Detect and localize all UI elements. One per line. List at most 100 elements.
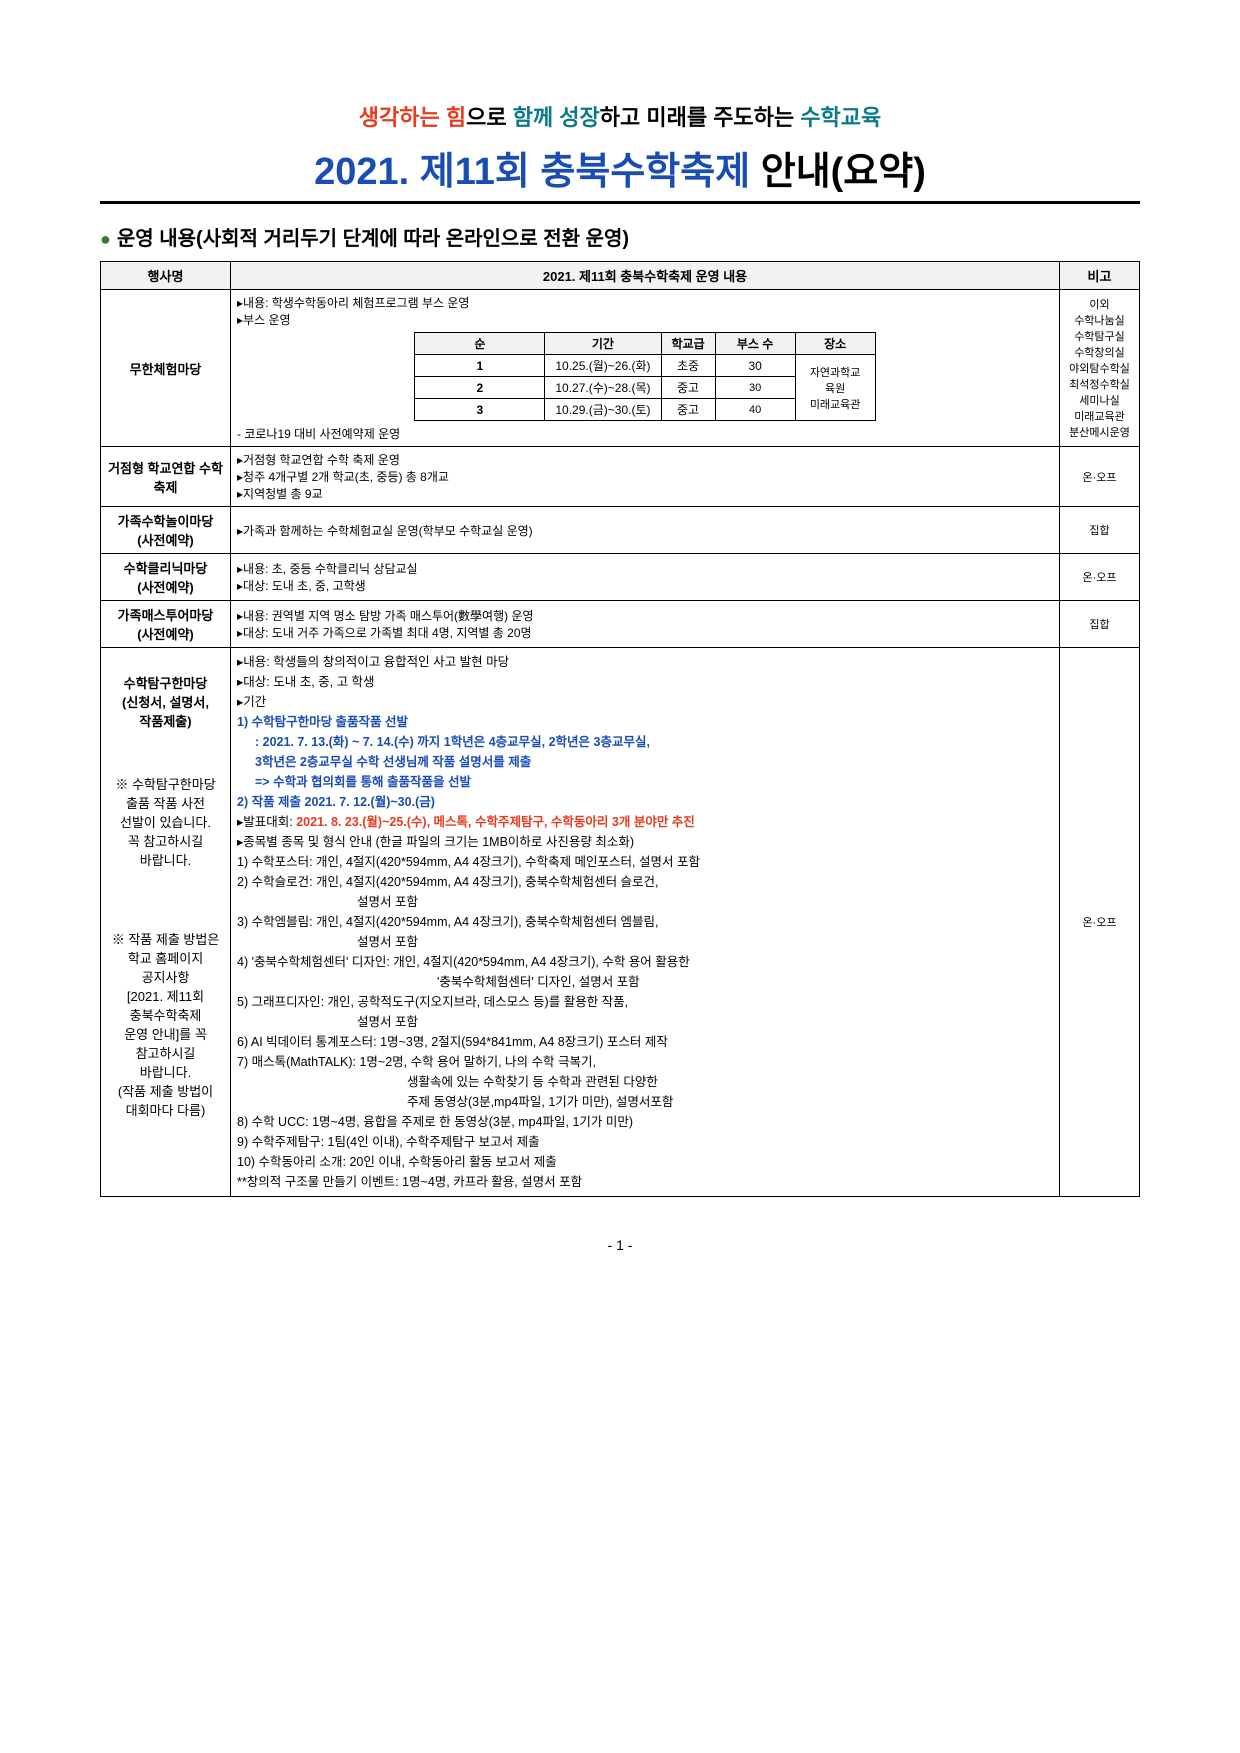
- row-content: ▸거점형 학교연합 수학 축제 운영 ▸청주 4개구별 2개 학교(초, 중등)…: [231, 447, 1060, 507]
- r6-l4: 1) 수학탐구한마당 출품작품 선발: [237, 712, 1053, 732]
- r1-l1: ▸내용: 학생수학동아리 체험프로그램 부스 운영: [237, 294, 1053, 311]
- r6-i7b: 생활속에 있는 수학찾기 등 수학과 관련된 다양한: [237, 1072, 1053, 1092]
- row-name: 수학탐구한마당 (신청서, 설명서, 작품제출) ※ 수학탐구한마당 출품 작품…: [101, 648, 231, 1197]
- header-tagline: 생각하는 힘으로 함께 성장하고 미래를 주도하는 수학교육: [100, 100, 1140, 132]
- ir0-c3: 초중: [661, 355, 715, 377]
- r6-l6: 3학년은 2층교무실 수학 선생님께 작품 설명서를 제출: [237, 752, 1053, 772]
- ir0-c2: 10.25.(월)~26.(화): [545, 355, 661, 377]
- r6-l3: ▸기간: [237, 692, 1053, 712]
- r6-l2: ▸대상: 도내 초, 중, 고 학생: [237, 672, 1053, 692]
- row-note: 온·오프: [1060, 648, 1140, 1197]
- table-row: 거점형 학교연합 수학축제 ▸거점형 학교연합 수학 축제 운영 ▸청주 4개구…: [101, 447, 1140, 507]
- r2-l2: ▸청주 4개구별 2개 학교(초, 중등) 총 8개교: [237, 468, 1053, 485]
- ir-c5: 자연과학교육원 미래교육관: [795, 355, 875, 421]
- table-row: 수학탐구한마당 (신청서, 설명서, 작품제출) ※ 수학탐구한마당 출품 작품…: [101, 648, 1140, 1197]
- r1-l3: - 코로나19 대비 사전예약제 운영: [237, 425, 1053, 442]
- page-number: - 1 -: [100, 1237, 1140, 1253]
- r6-i7: 7) 매스톡(MathTALK): 1명~2명, 수학 용어 말하기, 나의 수…: [237, 1052, 1053, 1072]
- tagline-p3: 함께 성장: [513, 105, 600, 130]
- th-content: 2021. 제11회 충북수학축제 운영 내용: [231, 262, 1060, 290]
- r6-i3: 3) 수학엠블림: 개인, 4절지(420*594mm, A4 4장크기), 충…: [237, 912, 1053, 932]
- r6-l5: : 2021. 7. 13.(화) ~ 7. 14.(수) 까지 1학년은 4층…: [237, 732, 1053, 752]
- ir0-c4: 30: [715, 355, 795, 377]
- r6-i9: 9) 수학주제탐구: 1팀(4인 이내), 수학주제탐구 보고서 제출: [237, 1132, 1053, 1152]
- row-content: ▸내용: 학생수학동아리 체험프로그램 부스 운영 ▸부스 운영 순 기간 학교…: [231, 290, 1060, 447]
- ir2-c3: 중고: [661, 399, 715, 421]
- r6-name2: ※ 수학탐구한마당 출품 작품 사전 선발이 있습니다. 꼭 참고하시길 바랍니…: [107, 774, 224, 869]
- ir1-c4: 30: [715, 377, 795, 399]
- r6-i3b: 설명서 포함: [237, 932, 1053, 952]
- row-note: 집합: [1060, 507, 1140, 554]
- ir1-c3: 중고: [661, 377, 715, 399]
- header-title: 2021. 제11회 충북수학축제 안내(요약): [100, 140, 1140, 204]
- ih-c2: 기간: [545, 333, 661, 355]
- r6-i1: 1) 수학포스터: 개인, 4절지(420*594mm, A4 4장크기), 수…: [237, 852, 1053, 872]
- row-name: 가족매스투어마당 (사전예약): [101, 601, 231, 648]
- r1-l2: ▸부스 운영: [237, 311, 1053, 328]
- row-name: 거점형 학교연합 수학축제: [101, 447, 231, 507]
- row-content: ▸내용: 초, 중등 수학클리닉 상담교실 ▸대상: 도내 초, 중, 고학생: [231, 554, 1060, 601]
- tagline-p5: 수학교육: [800, 105, 881, 130]
- ir0-c1: 1: [415, 355, 545, 377]
- r6-i4: 4) '충북수학체험센터' 디자인: 개인, 4절지(420*594mm, A4…: [237, 952, 1053, 972]
- ir1-c1: 2: [415, 377, 545, 399]
- row-name: 수학클리닉마당 (사전예약): [101, 554, 231, 601]
- title-p1: 2021. 제11회 충북수학축제: [314, 151, 750, 193]
- r6-i7c: 주제 동영상(3분,mp4파일, 1기가 미만), 설명서포함: [237, 1092, 1053, 1112]
- ih-c4: 부스 수: [715, 333, 795, 355]
- r6-i10: 10) 수학동아리 소개: 20인 이내, 수학동아리 활동 보고서 제출: [237, 1152, 1053, 1172]
- row-note: 집합: [1060, 601, 1140, 648]
- r6-i11: **창의적 구조물 만들기 이벤트: 1명~4명, 카프라 활용, 설명서 포함: [237, 1172, 1053, 1192]
- r2-l1: ▸거점형 학교연합 수학 축제 운영: [237, 451, 1053, 468]
- ir2-c1: 3: [415, 399, 545, 421]
- tagline-p4: 하고 미래를 주도하는: [600, 105, 801, 130]
- r4-l1: ▸내용: 초, 중등 수학클리닉 상담교실: [237, 560, 1053, 577]
- r6-i8: 8) 수학 UCC: 1명~4명, 융합을 주제로 한 동영상(3분, mp4파…: [237, 1112, 1053, 1132]
- r6-i2b: 설명서 포함: [237, 892, 1053, 912]
- r6-l9b: 2021. 8. 23.(월)~25.(수), 메스톡, 수학주제탐구, 수학동…: [296, 815, 695, 829]
- section-heading: 운영 내용(사회적 거리두기 단계에 따라 온라인으로 전환 운영): [100, 222, 1140, 251]
- r6-name3: ※ 작품 제출 방법은 학교 홈페이지 공지사항 [2021. 제11회 충북수…: [107, 929, 224, 1119]
- r6-l9: ▸발표대회: 2021. 8. 23.(월)~25.(수), 메스톡, 수학주제…: [237, 812, 1053, 832]
- r6-i2: 2) 수학슬로건: 개인, 4절지(420*594mm, A4 4장크기), 충…: [237, 872, 1053, 892]
- ir2-c4: 40: [715, 399, 795, 421]
- r6-l9a: ▸발표대회:: [237, 815, 296, 829]
- r6-i6: 6) AI 빅데이터 통계포스터: 1명~3명, 2절지(594*841mm, …: [237, 1032, 1053, 1052]
- title-p2: 안내(요약): [750, 151, 926, 193]
- table-row: 가족수학놀이마당 (사전예약) ▸가족과 함께하는 수학체험교실 운영(학부모 …: [101, 507, 1140, 554]
- r5-l1: ▸내용: 권역별 지역 명소 탐방 가족 매스투어(數學여행) 운영: [237, 607, 1053, 624]
- r5-l2: ▸대상: 도내 거주 가족으로 가족별 최대 4명, 지역별 총 20명: [237, 624, 1053, 641]
- r6-i5b: 설명서 포함: [237, 1012, 1053, 1032]
- r6-l8: 2) 작품 제출 2021. 7. 12.(월)~30.(금): [237, 792, 1053, 812]
- ih-c1: 순: [415, 333, 545, 355]
- r6-i5: 5) 그래프디자인: 개인, 공학적도구(지오지브라, 데스모스 등)를 활용한…: [237, 992, 1053, 1012]
- ir2-c2: 10.29.(금)~30.(토): [545, 399, 661, 421]
- inner-table: 순 기간 학교급 부스 수 장소 1 10.25.(월)~26.(화) 초중 3…: [414, 332, 875, 421]
- r6-i4b: '충북수학체험센터' 디자인, 설명서 포함: [237, 972, 1053, 992]
- tagline-p1: 생각하는 힘: [359, 105, 466, 130]
- tagline-p2: 으로: [466, 105, 513, 130]
- table-row: 수학클리닉마당 (사전예약) ▸내용: 초, 중등 수학클리닉 상담교실 ▸대상…: [101, 554, 1140, 601]
- r6-name1: 수학탐구한마당 (신청서, 설명서, 작품제출): [107, 673, 224, 730]
- main-table: 행사명 2021. 제11회 충북수학축제 운영 내용 비고 무한체험마당 ▸내…: [100, 261, 1140, 1197]
- row-name: 가족수학놀이마당 (사전예약): [101, 507, 231, 554]
- r4-l2: ▸대상: 도내 초, 중, 고학생: [237, 577, 1053, 594]
- table-row: 가족매스투어마당 (사전예약) ▸내용: 권역별 지역 명소 탐방 가족 매스투…: [101, 601, 1140, 648]
- ih-c5: 장소: [795, 333, 875, 355]
- r2-l3: ▸지역청별 총 9교: [237, 485, 1053, 502]
- r6-l7: => 수학과 협의회를 통해 출품작품을 선발: [237, 772, 1053, 792]
- row-note: 이외 수학나눔실 수학탐구실 수학창의실 야외탐수학실 최석정수학실 세미나실 …: [1060, 290, 1140, 447]
- row-note: 온·오프: [1060, 447, 1140, 507]
- r6-l10: ▸종목별 종목 및 형식 안내 (한글 파일의 크기는 1MB이하로 사진용량 …: [237, 832, 1053, 852]
- row-name: 무한체험마당: [101, 290, 231, 447]
- ih-c3: 학교급: [661, 333, 715, 355]
- th-name: 행사명: [101, 262, 231, 290]
- row-note: 온·오프: [1060, 554, 1140, 601]
- r3-l1: ▸가족과 함께하는 수학체험교실 운영(학부모 수학교실 운영): [237, 522, 1053, 539]
- r6-l1: ▸내용: 학생들의 창의적이고 융합적인 사고 발현 마당: [237, 652, 1053, 672]
- ir1-c2: 10.27.(수)~28.(목): [545, 377, 661, 399]
- row-content: ▸내용: 학생들의 창의적이고 융합적인 사고 발현 마당 ▸대상: 도내 초,…: [231, 648, 1060, 1197]
- row-content: ▸내용: 권역별 지역 명소 탐방 가족 매스투어(數學여행) 운영 ▸대상: …: [231, 601, 1060, 648]
- row-content: ▸가족과 함께하는 수학체험교실 운영(학부모 수학교실 운영): [231, 507, 1060, 554]
- table-row: 무한체험마당 ▸내용: 학생수학동아리 체험프로그램 부스 운영 ▸부스 운영 …: [101, 290, 1140, 447]
